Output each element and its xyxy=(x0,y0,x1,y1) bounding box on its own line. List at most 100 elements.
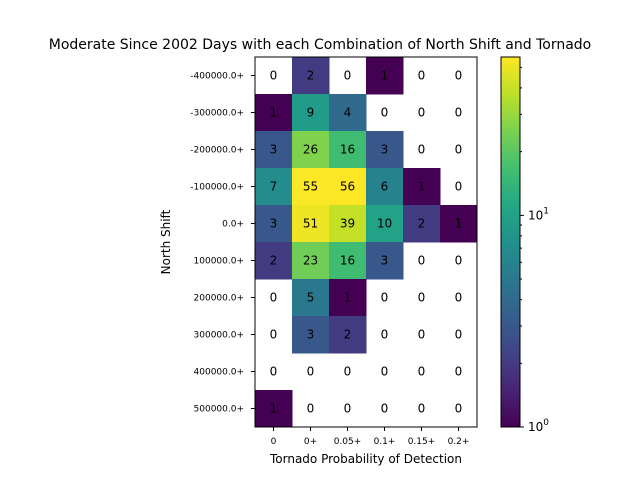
cell-value-label: 2 xyxy=(418,217,426,231)
x-tick-label: 0.1+ xyxy=(374,437,396,447)
heatmap-cell xyxy=(292,57,330,95)
heatmap-cell xyxy=(255,168,293,206)
cell-value-label: 0 xyxy=(455,365,463,379)
cell-value-label: 56 xyxy=(340,180,355,194)
cell-value-label: 0 xyxy=(455,328,463,342)
cell-value-label: 0 xyxy=(307,365,315,379)
cell-value-label: 2 xyxy=(344,328,352,342)
heatmap-cell xyxy=(366,131,404,169)
cell-value-label: 3 xyxy=(270,217,278,231)
cell-value-label: 0 xyxy=(418,328,426,342)
cell-value-label: 0 xyxy=(418,254,426,268)
cell-value-label: 0 xyxy=(344,69,352,83)
heatmap-cell xyxy=(440,205,478,243)
y-axis-label: North Shift xyxy=(159,209,173,274)
colorbar-tick-label: 100 xyxy=(528,418,549,434)
cell-value-label: 0 xyxy=(270,365,278,379)
y-tick-labels: -400000.0+ -300000.0+ -200000.0+ -100000.0+… xyxy=(190,72,255,415)
heatmap-cell xyxy=(292,316,330,354)
colorbar-tick-label: 101 xyxy=(528,206,549,222)
heatmap-cell xyxy=(292,94,330,132)
cell-value-label: 0 xyxy=(270,328,278,342)
x-tick-labels: 0 0+ 0.05+ 0.1+ 0.15+ 0.2+ xyxy=(271,427,470,447)
heatmap-cell xyxy=(403,168,441,206)
cell-value-label: 9 xyxy=(307,106,315,120)
x-tick-label: 0.15+ xyxy=(408,437,436,447)
cell-value-label: 23 xyxy=(303,254,318,268)
y-tick-label: 300000.0+ xyxy=(194,331,244,341)
y-tick-label: -200000.0+ xyxy=(190,146,244,156)
cell-value-label: 51 xyxy=(303,217,318,231)
heatmap-cell xyxy=(255,205,293,243)
cell-value-label: 1 xyxy=(344,291,352,305)
heatmap-cell xyxy=(255,390,293,428)
heatmap-cell xyxy=(292,131,330,169)
colorbar-ticks: 100 101 xyxy=(520,66,549,434)
cell-value-label: 3 xyxy=(270,143,278,157)
cell-value-label: 1 xyxy=(455,217,463,231)
y-tick-label: -300000.0+ xyxy=(190,109,244,119)
y-tick-label: 400000.0+ xyxy=(194,368,244,378)
heatmap-cell xyxy=(292,279,330,317)
cell-value-label: 0 xyxy=(418,106,426,120)
cell-value-label: 1 xyxy=(270,402,278,416)
heatmap-cell xyxy=(255,94,293,132)
heatmap-cell xyxy=(329,168,367,206)
cell-value-label: 1 xyxy=(418,180,426,194)
cell-value-label: 0 xyxy=(270,69,278,83)
x-tick-label: 0.2+ xyxy=(448,437,470,447)
heatmap-cell xyxy=(329,316,367,354)
chart-title: Moderate Since 2002 Days with each Combi… xyxy=(49,37,592,53)
heatmap-cell xyxy=(292,205,330,243)
cell-value-label: 0 xyxy=(344,402,352,416)
cell-value-label: 6 xyxy=(381,180,389,194)
x-tick-label: 0+ xyxy=(304,437,317,447)
cell-value-label: 0 xyxy=(418,69,426,83)
heatmap-cell xyxy=(255,131,293,169)
cell-value-label: 0 xyxy=(270,291,278,305)
y-tick-label: 500000.0+ xyxy=(194,405,244,415)
heatmap-cell xyxy=(329,131,367,169)
y-tick-label: 200000.0+ xyxy=(194,294,244,304)
x-tick-label: 0 xyxy=(271,437,277,447)
cell-value-label: 4 xyxy=(344,106,352,120)
heatmap-cell xyxy=(366,57,404,95)
y-tick-label: -400000.0+ xyxy=(190,72,244,82)
cell-value-label: 0 xyxy=(418,143,426,157)
cell-value-label: 0 xyxy=(381,365,389,379)
cell-value-label: 39 xyxy=(340,217,355,231)
cell-value-label: 0 xyxy=(418,365,426,379)
cell-value-label: 0 xyxy=(381,402,389,416)
cell-value-label: 0 xyxy=(455,69,463,83)
cell-value-label: 0 xyxy=(381,106,389,120)
cell-value-label: 3 xyxy=(381,143,389,157)
cell-value-label: 0 xyxy=(455,143,463,157)
colorbar xyxy=(500,56,521,428)
cell-value-label: 0 xyxy=(418,402,426,416)
x-tick-label: 0.05+ xyxy=(334,437,362,447)
heatmap-cell xyxy=(329,242,367,280)
cell-value-label: 0 xyxy=(455,402,463,416)
y-tick-label: -100000.0+ xyxy=(190,183,244,193)
x-axis-label: Tornado Probability of Detection xyxy=(269,452,462,466)
plot-frame xyxy=(254,56,478,428)
heatmap-cell xyxy=(366,168,404,206)
cell-value-label: 0 xyxy=(381,328,389,342)
cell-value-label: 0 xyxy=(455,254,463,268)
cell-value-label: 26 xyxy=(303,143,318,157)
cell-value-label: 1 xyxy=(270,106,278,120)
cell-value-label: 2 xyxy=(307,69,315,83)
cell-value-label: 16 xyxy=(340,254,355,268)
cell-value-label: 55 xyxy=(303,180,318,194)
cell-value-label: 10 xyxy=(377,217,392,231)
cell-value-label: 1 xyxy=(381,69,389,83)
heatmap-cell xyxy=(292,168,330,206)
cell-value-label: 0 xyxy=(307,402,315,416)
cell-value-label: 16 xyxy=(340,143,355,157)
cell-value-label: 0 xyxy=(381,291,389,305)
heatmap-cell xyxy=(329,279,367,317)
cell-value-label: 0 xyxy=(455,291,463,305)
cell-value-label: 5 xyxy=(307,291,315,305)
heatmap-cell xyxy=(403,205,441,243)
